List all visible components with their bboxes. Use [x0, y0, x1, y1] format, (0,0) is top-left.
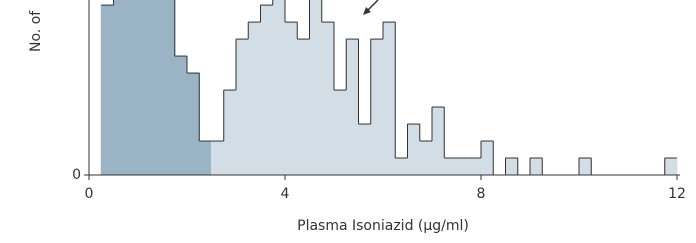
bar — [333, 89, 347, 175]
y-axis-label: No. of — [28, 10, 44, 52]
bar — [345, 38, 359, 175]
bar — [431, 106, 445, 175]
x-tick-label: 8 — [477, 186, 486, 202]
x-tick-label: 0 — [85, 186, 94, 202]
bar — [137, 0, 151, 175]
bar — [284, 21, 298, 175]
bar — [113, 0, 127, 175]
annotation-arrow — [363, 0, 379, 15]
bar — [578, 157, 592, 175]
bar — [321, 21, 335, 175]
bar — [529, 157, 543, 175]
bar — [186, 72, 200, 175]
bar — [125, 0, 139, 175]
bar — [505, 157, 519, 175]
bar — [100, 4, 114, 175]
bar — [664, 157, 678, 175]
x-tick-label: 12 — [668, 186, 686, 202]
bars — [100, 0, 678, 175]
bar — [480, 140, 494, 175]
bar — [162, 0, 176, 175]
x-tick-label: 4 — [281, 186, 290, 202]
bar — [443, 157, 457, 175]
bar — [260, 4, 274, 175]
bar — [309, 0, 323, 175]
bar — [370, 38, 384, 175]
bar — [211, 140, 225, 175]
bar — [149, 0, 163, 175]
bar — [247, 21, 261, 175]
bar — [407, 123, 421, 175]
y-tick-label: 0 — [72, 167, 81, 183]
bar — [382, 21, 396, 175]
bar — [272, 0, 286, 175]
bar — [223, 89, 237, 175]
bar — [174, 55, 188, 175]
bar — [358, 123, 372, 175]
bar — [456, 157, 470, 175]
bar — [419, 140, 433, 175]
bar — [198, 140, 212, 175]
bar — [235, 38, 249, 175]
bar — [468, 157, 482, 175]
bar — [394, 157, 408, 175]
x-axis-label: Plasma Isoniazid (μg/ml) — [297, 218, 469, 234]
bar — [296, 38, 310, 175]
